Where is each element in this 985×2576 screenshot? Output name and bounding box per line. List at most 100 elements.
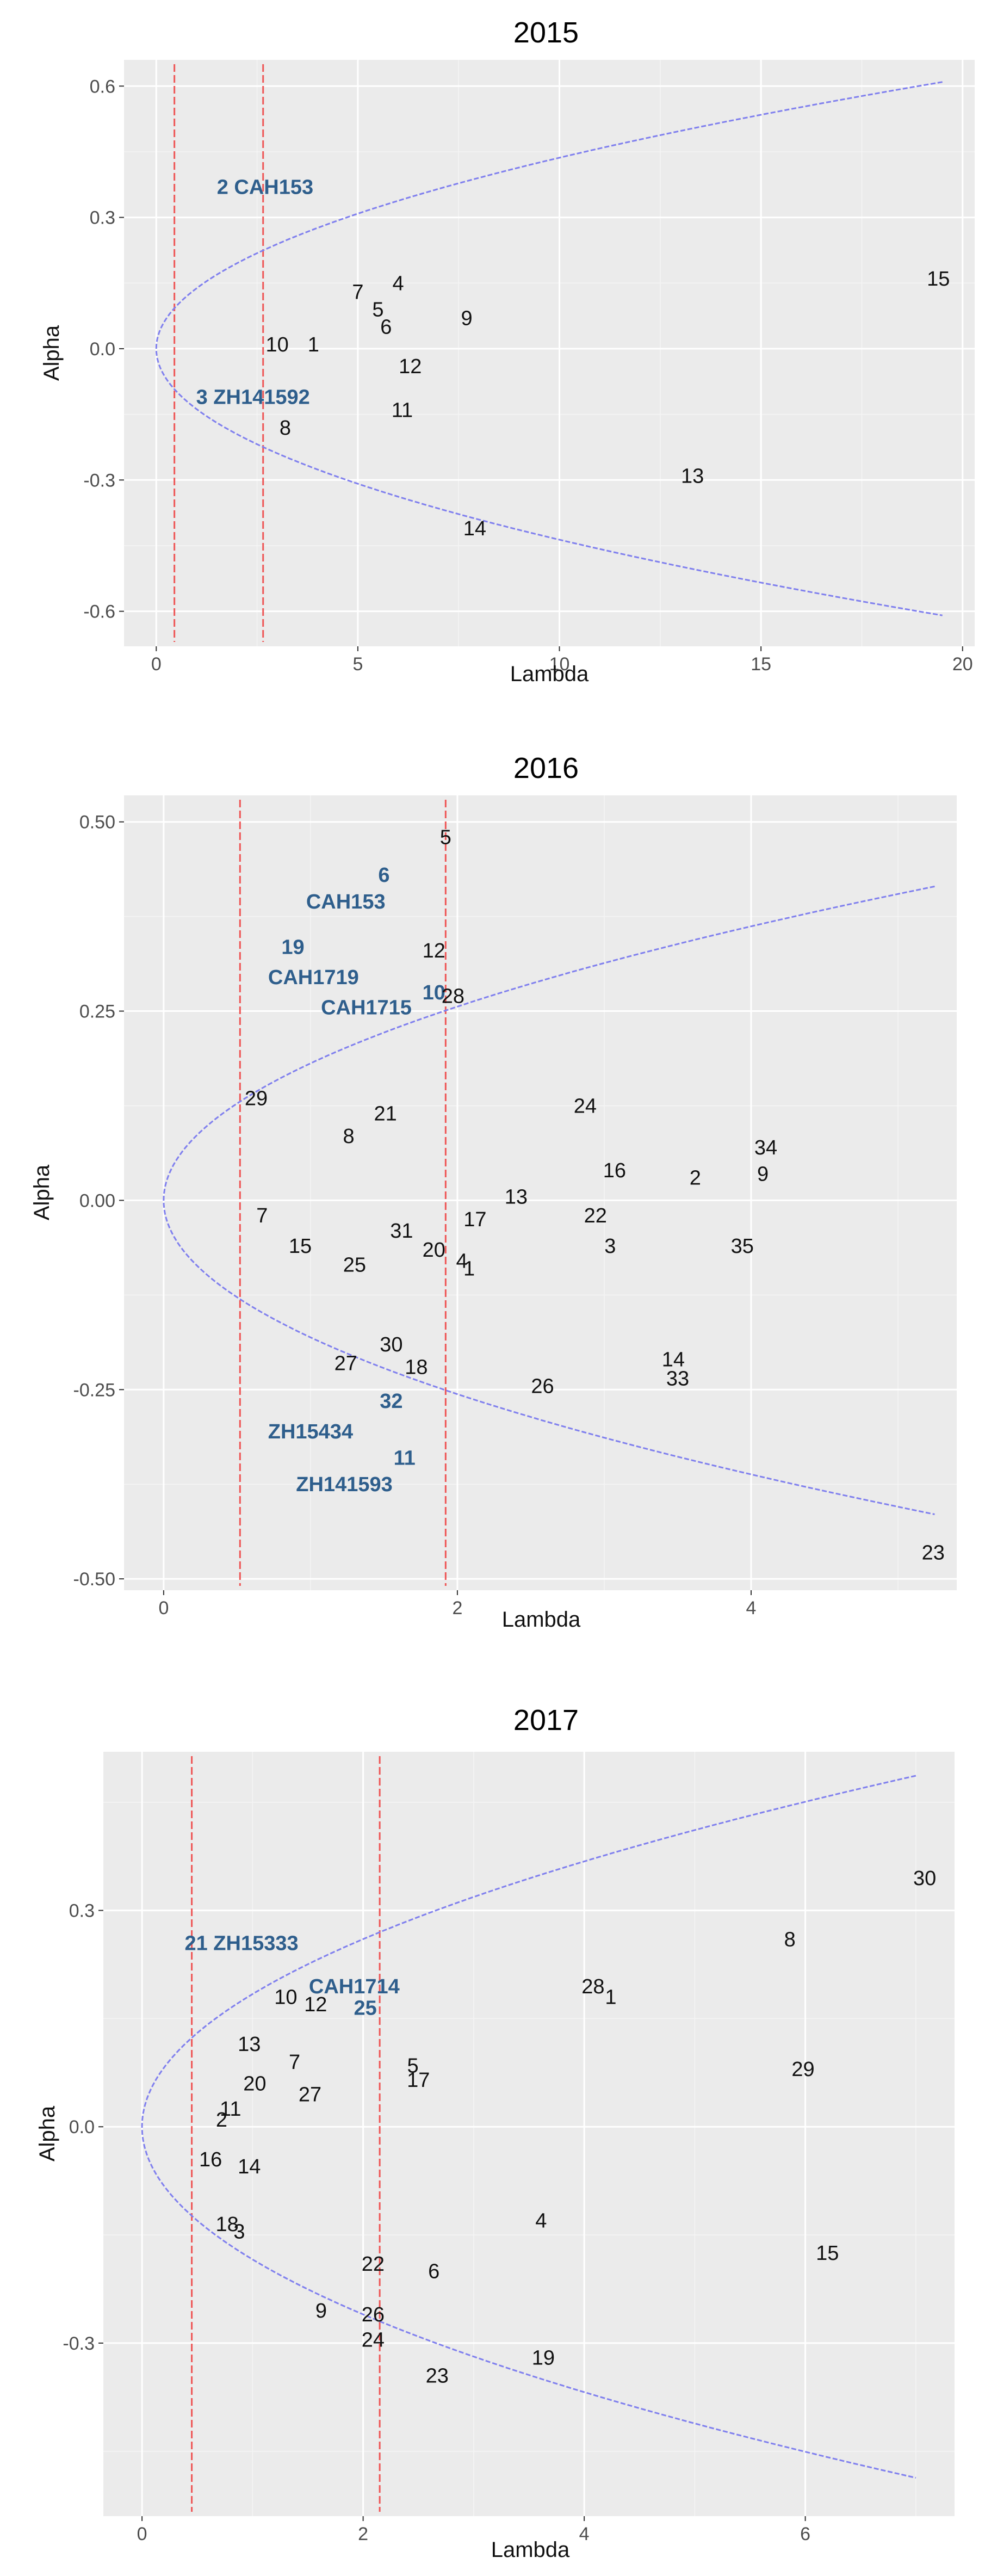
axis-ticks: 0 2 40.500.250.00-0.25-0.50 [73,812,757,1619]
point-label: 25 [343,1254,366,1277]
threshold-lines [174,64,264,642]
x-tick-label: 2 [452,1598,462,1619]
point-label: 32 [380,1390,402,1413]
point-label: 9 [315,2300,327,2322]
x-axis-label: Lambda [510,662,589,686]
point-label: 7 [289,2051,300,2074]
point-label: 8 [343,1125,355,1148]
point-label: 28 [442,985,464,1008]
point-label: 12 [304,1993,327,2016]
point-label: 13 [505,1185,528,1208]
x-tick-label: 0 [158,1598,169,1619]
x-axis-label: Lambda [502,1608,581,1632]
point-label: 33 [666,1367,689,1390]
point-label: 12 [399,355,422,378]
x-tick-label: 4 [579,2524,590,2544]
x-tick-label: 2 [358,2524,368,2544]
y-tick-label: 0.3 [69,1901,95,1922]
point-label: 6 [380,316,392,339]
point-label: 2 [216,2109,227,2132]
panel-title: 2016 [513,752,579,784]
point-label: 8 [280,417,291,440]
point-label: 18 [405,1356,428,1379]
panel-title: 2017 [513,1704,579,1737]
point-label: 20 [243,2073,266,2096]
point-label: 7 [352,281,363,304]
point-label: 25 [354,1997,377,2020]
point-label: 5 [372,299,383,322]
point-label: 3 ZH141592 [196,386,310,409]
y-axis-label: Alpha [30,1164,54,1220]
y-tick-label: 0.25 [79,1002,115,1022]
point-label: 29 [791,2058,814,2081]
point-label: 4 [535,2210,547,2233]
point-label: 6 [378,864,389,887]
plot-panel [124,795,957,1590]
point-label: 11 [392,399,413,422]
point-label: 19 [532,2346,555,2369]
point-label: 15 [289,1235,312,1258]
point-label: 21 ZH15333 [184,1932,298,1955]
point-label: 5 [440,826,451,849]
x-axis-label: Lambda [491,2538,570,2562]
point-label: CAH1715 [321,997,412,1020]
y-tick-label: -0.50 [73,1569,116,1590]
point-label: 27 [299,2084,321,2106]
threshold-lines [191,1756,381,2512]
point-label: CAH1714 [309,1975,400,1998]
point-label: CAH153 [306,891,386,913]
x-tick-label: 0 [151,654,162,675]
x-tick-label: 5 [352,654,363,675]
x-tick-label: 20 [952,654,973,675]
point-label: ZH141593 [296,1473,392,1496]
y-tick-label: -0.3 [83,470,115,491]
point-label: 3 [604,1235,616,1258]
point-label: 9 [461,307,472,330]
point-label: 2 [690,1167,701,1190]
point-label: CAH1719 [268,966,359,989]
panel-title: 2015 [513,16,579,49]
point-labels: 56CAH15319CAH1719CAH17151012282921824341… [245,826,945,1565]
point-label: 13 [681,465,704,487]
x-tick-label: 15 [751,654,771,675]
point-labels: 2 CAH153 3 ZH141592 7 456 9 10 1 12 11 8 13 14 15 [196,176,950,540]
point-label: 10 [274,1986,297,2009]
axis-ticks: 0 5 10 15 200.60.30.0-0.3-0.6 [83,76,972,675]
point-label: 1 [463,1258,475,1281]
parabola-boundary [163,885,935,1515]
point-label: 6 [428,2260,439,2283]
point-label: 23 [922,1541,945,1564]
y-axis-label: Alpha [35,2105,59,2161]
point-label: 1 [308,333,319,356]
point-label: 8 [784,1929,796,1951]
point-label: 24 [362,2328,385,2351]
y-axis-label: Alpha [40,325,64,381]
point-label: 1 [605,1986,616,2009]
point-label: 27 [334,1352,357,1375]
point-label: 23 [426,2365,449,2388]
point-label: 15 [927,268,950,291]
point-label: 24 [574,1095,597,1117]
plot-panel [124,60,975,646]
point-label: 26 [362,2303,385,2326]
axis-ticks: 0 2 4 60.30.0-0.3 [63,1901,810,2544]
point-label: 7 [256,1204,268,1227]
point-label: 30 [913,1867,936,1890]
point-label: 34 [754,1136,777,1159]
point-label: 4 [392,272,404,295]
point-label: 14 [662,1349,685,1372]
plot-panel [103,1752,955,2516]
point-label: 26 [531,1375,554,1398]
threshold-lines [239,800,447,1586]
parabola-boundary [155,81,943,616]
y-tick-label: 0.50 [79,812,115,833]
x-tick-label: 0 [137,2524,147,2544]
point-label: 10 [266,333,289,356]
y-tick-label: 0.6 [90,76,115,97]
panel-2016: 2016 56CAH15319CAH1719CAH171510122829218… [30,752,957,1632]
point-label: ZH15434 [268,1420,353,1443]
point-label: 2 CAH153 [217,176,313,199]
